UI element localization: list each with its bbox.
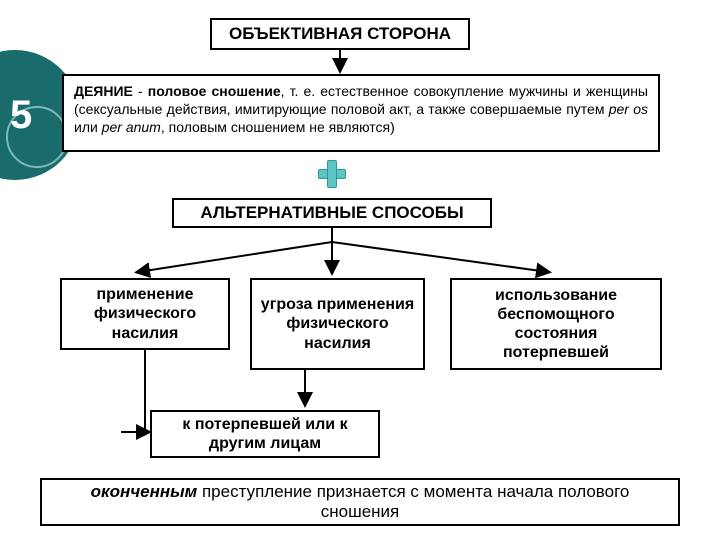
method2-text: угроза применения физического насилия xyxy=(260,295,415,353)
sub-box: к потерпевшей или к другим лицам xyxy=(150,410,380,458)
deyanie-rest2: , половым сношением не являются) xyxy=(161,119,395,135)
method1-box: применение физического насилия xyxy=(60,278,230,350)
deyanie-box: ДЕЯНИЕ - половое сношение, т. е. естеств… xyxy=(62,74,660,152)
deyanie-dash: - xyxy=(133,83,148,99)
method1-text: применение физического насилия xyxy=(70,285,220,343)
plus-v xyxy=(327,160,337,188)
sub-text: к потерпевшей или к другим лицам xyxy=(160,415,370,453)
method2-box: угроза применения физического насилия xyxy=(250,278,425,370)
deyanie-mid: или xyxy=(74,119,102,135)
final-box: оконченным преступление признается с мом… xyxy=(40,478,680,526)
slide-number: 5 xyxy=(10,93,32,138)
plus-icon xyxy=(318,160,346,188)
final-rest: преступление признается с момента начала… xyxy=(197,482,629,521)
method3-text: использование беспомощного состояния пот… xyxy=(460,286,652,363)
deyanie-label: ДЕЯНИЕ xyxy=(74,83,133,99)
deyanie-italic2: per anum xyxy=(102,119,161,135)
alt-title-box: АЛЬТЕРНАТИВНЫЕ СПОСОБЫ xyxy=(172,198,492,228)
title-text: ОБЪЕКТИВНАЯ СТОРОНА xyxy=(229,24,451,44)
deyanie-italic1: per os xyxy=(609,101,648,117)
title-box: ОБЪЕКТИВНАЯ СТОРОНА xyxy=(210,18,470,50)
alt-title-text: АЛЬТЕРНАТИВНЫЕ СПОСОБЫ xyxy=(200,203,463,223)
final-italic: оконченным xyxy=(91,482,198,501)
method3-box: использование беспомощного состояния пот… xyxy=(450,278,662,370)
deyanie-bold: половое сношение xyxy=(148,83,281,99)
final-content: оконченным преступление признается с мом… xyxy=(50,482,670,523)
